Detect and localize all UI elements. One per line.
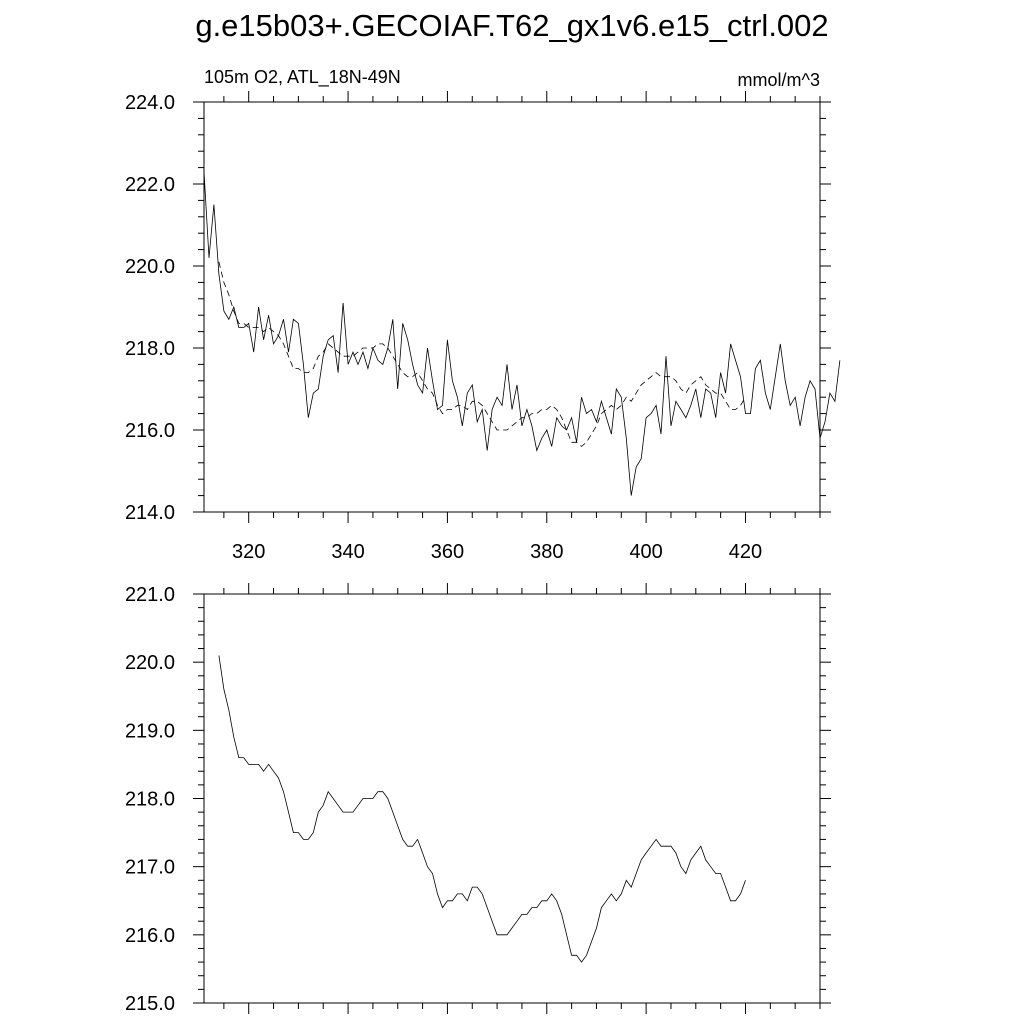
chart-title: g.e15b03+.GECOIAF.T62_gx1v6.e15_ctrl.002	[195, 8, 829, 43]
top-panel-x-tick-label: 420	[729, 541, 762, 563]
bottom-panel-frame	[203, 593, 821, 1004]
top-panel-y-tick-label: 224.0	[125, 92, 175, 114]
top-panel-y-tick-label: 214.0	[125, 502, 175, 524]
bottom-panel-y-tick-label: 220.0	[125, 652, 175, 674]
top-panel-x-tick-label: 400	[629, 541, 662, 563]
top-panel-series-line-raw	[203, 171, 841, 496]
top-panel-x-tick-label: 360	[431, 541, 464, 563]
top-panel-y-tick-label: 216.0	[125, 420, 175, 442]
bottom-panel-y-tick-label: 219.0	[125, 720, 175, 742]
top-panel-x-tick-label: 320	[232, 541, 265, 563]
top-panel-x-tick-label: 380	[530, 541, 563, 563]
top-panel-frame	[203, 101, 821, 513]
top-panel-y-tick-label: 218.0	[125, 338, 175, 360]
bottom-panel-y-tick-label: 221.0	[125, 584, 175, 606]
top-panel-x-tick-label: 340	[331, 541, 364, 563]
bottom-panel-y-tick-label: 217.0	[125, 857, 175, 879]
top-panel-series-line-smoothed	[218, 261, 746, 447]
top-panel-y-tick-label: 222.0	[125, 174, 175, 196]
bottom-panel-y-tick-label: 215.0	[125, 993, 175, 1015]
bottom-panel-y-tick-label: 218.0	[125, 789, 175, 811]
top-panel-y-tick-label: 220.0	[125, 256, 175, 278]
bottom-panel-y-tick-label: 216.0	[125, 925, 175, 947]
top-panel-units-label: mmol/m^3	[738, 70, 820, 90]
top-panel-left-label: 105m O2, ATL_18N-49N	[204, 67, 401, 88]
bottom-panel-series-line-raw	[218, 655, 746, 963]
